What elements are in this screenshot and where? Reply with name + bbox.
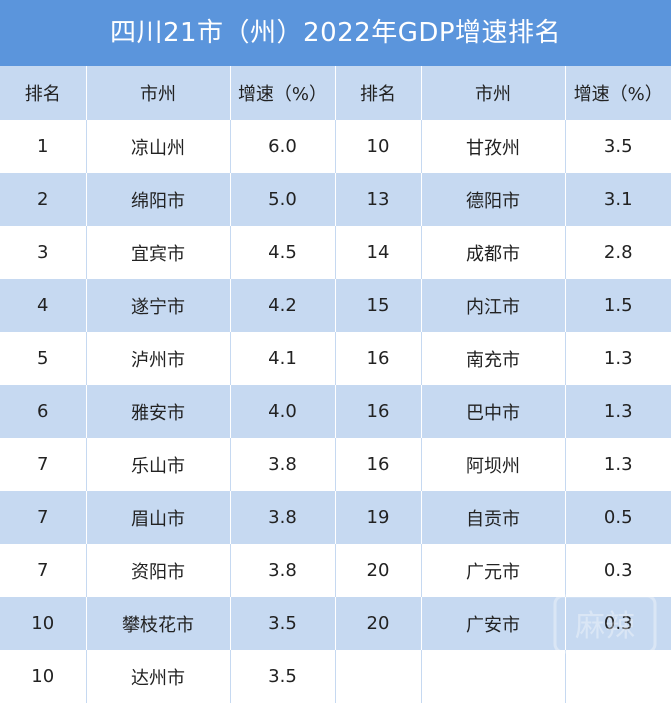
cell-city-left: 遂宁市 (86, 279, 231, 332)
cell-city-right: 广安市 (421, 597, 566, 650)
cell-city-right: 广元市 (421, 544, 566, 597)
cell-growth-left: 4.2 (230, 279, 336, 332)
cell-growth-left: 3.8 (230, 438, 336, 491)
cell-growth-right: 1.3 (565, 438, 671, 491)
cell-rank-right: 10 (335, 120, 422, 173)
table-row: 5 泸州市 4.1 16 南充市 1.3 (0, 332, 671, 385)
cell-growth-left: 4.1 (230, 332, 336, 385)
cell-city-left: 绵阳市 (86, 173, 231, 226)
header-rank-right: 排名 (335, 66, 422, 120)
cell-city-right: 内江市 (421, 279, 566, 332)
cell-rank-left: 2 (0, 173, 87, 226)
cell-growth-right: 0.3 (565, 597, 671, 650)
cell-growth-left: 5.0 (230, 173, 336, 226)
table-row: 7 乐山市 3.8 16 阿坝州 1.3 (0, 438, 671, 491)
table-header-row: 排名 市州 增速（%） 排名 市州 增速（%） (0, 66, 671, 120)
cell-rank-left: 7 (0, 544, 87, 597)
table-row: 2 绵阳市 5.0 13 德阳市 3.1 (0, 173, 671, 226)
table-row: 7 资阳市 3.8 20 广元市 0.3 (0, 544, 671, 597)
table-row: 7 眉山市 3.8 19 自贡市 0.5 (0, 491, 671, 544)
cell-growth-right: 1.3 (565, 385, 671, 438)
cell-city-left: 资阳市 (86, 544, 231, 597)
cell-growth-left: 3.5 (230, 597, 336, 650)
cell-city-left: 乐山市 (86, 438, 231, 491)
cell-growth-left: 3.5 (230, 650, 336, 703)
cell-rank-right: 14 (335, 226, 422, 279)
cell-growth-right: 0.3 (565, 544, 671, 597)
cell-city-right: 甘孜州 (421, 120, 566, 173)
cell-rank-right (335, 650, 422, 703)
cell-rank-left: 4 (0, 279, 87, 332)
chart-title: 四川21市（州）2022年GDP增速排名 (0, 0, 671, 66)
cell-rank-right: 13 (335, 173, 422, 226)
cell-growth-right: 1.3 (565, 332, 671, 385)
cell-rank-left: 10 (0, 597, 87, 650)
cell-rank-left: 1 (0, 120, 87, 173)
cell-growth-left: 6.0 (230, 120, 336, 173)
cell-city-left: 凉山州 (86, 120, 231, 173)
cell-city-left: 雅安市 (86, 385, 231, 438)
cell-rank-right: 20 (335, 597, 422, 650)
cell-rank-right: 15 (335, 279, 422, 332)
cell-growth-right: 1.5 (565, 279, 671, 332)
cell-city-right: 巴中市 (421, 385, 566, 438)
table-row: 3 宜宾市 4.5 14 成都市 2.8 (0, 226, 671, 279)
cell-rank-left: 6 (0, 385, 87, 438)
cell-city-right: 成都市 (421, 226, 566, 279)
table-row: 1 凉山州 6.0 10 甘孜州 3.5 (0, 120, 671, 173)
table-body: 1 凉山州 6.0 10 甘孜州 3.5 2 绵阳市 5.0 13 德阳市 3.1 3 宜宾市 4.5 14 成… (0, 120, 671, 703)
cell-rank-right: 20 (335, 544, 422, 597)
cell-growth-right: 3.1 (565, 173, 671, 226)
table-row: 10 攀枝花市 3.5 20 广安市 0.3 (0, 597, 671, 650)
cell-growth-right: 2.8 (565, 226, 671, 279)
table-row: 10 达州市 3.5 (0, 650, 671, 703)
cell-rank-left: 3 (0, 226, 87, 279)
cell-city-right: 德阳市 (421, 173, 566, 226)
cell-city-left: 攀枝花市 (86, 597, 231, 650)
header-growth-left: 增速（%） (230, 66, 336, 120)
cell-growth-left: 3.8 (230, 544, 336, 597)
cell-city-right: 自贡市 (421, 491, 566, 544)
table-row: 6 雅安市 4.0 16 巴中市 1.3 (0, 385, 671, 438)
cell-city-right: 阿坝州 (421, 438, 566, 491)
cell-growth-left: 4.0 (230, 385, 336, 438)
cell-rank-left: 10 (0, 650, 87, 703)
cell-city-left: 宜宾市 (86, 226, 231, 279)
ranking-table: 排名 市州 增速（%） 排名 市州 增速（%） 1 凉山州 6.0 10 甘孜州 3.5 2… (0, 66, 671, 703)
cell-growth-right (565, 650, 671, 703)
header-city-right: 市州 (421, 66, 566, 120)
cell-rank-right: 19 (335, 491, 422, 544)
cell-rank-left: 7 (0, 491, 87, 544)
cell-growth-left: 4.5 (230, 226, 336, 279)
cell-growth-left: 3.8 (230, 491, 336, 544)
cell-city-right: 南充市 (421, 332, 566, 385)
cell-rank-left: 5 (0, 332, 87, 385)
cell-rank-left: 7 (0, 438, 87, 491)
cell-city-left: 眉山市 (86, 491, 231, 544)
header-rank-left: 排名 (0, 66, 87, 120)
cell-city-right (421, 650, 566, 703)
cell-growth-right: 3.5 (565, 120, 671, 173)
header-growth-right: 增速（%） (565, 66, 671, 120)
cell-growth-right: 0.5 (565, 491, 671, 544)
cell-rank-right: 16 (335, 385, 422, 438)
table-row: 4 遂宁市 4.2 15 内江市 1.5 (0, 279, 671, 332)
header-city-left: 市州 (86, 66, 231, 120)
cell-rank-right: 16 (335, 332, 422, 385)
cell-rank-right: 16 (335, 438, 422, 491)
cell-city-left: 泸州市 (86, 332, 231, 385)
cell-city-left: 达州市 (86, 650, 231, 703)
